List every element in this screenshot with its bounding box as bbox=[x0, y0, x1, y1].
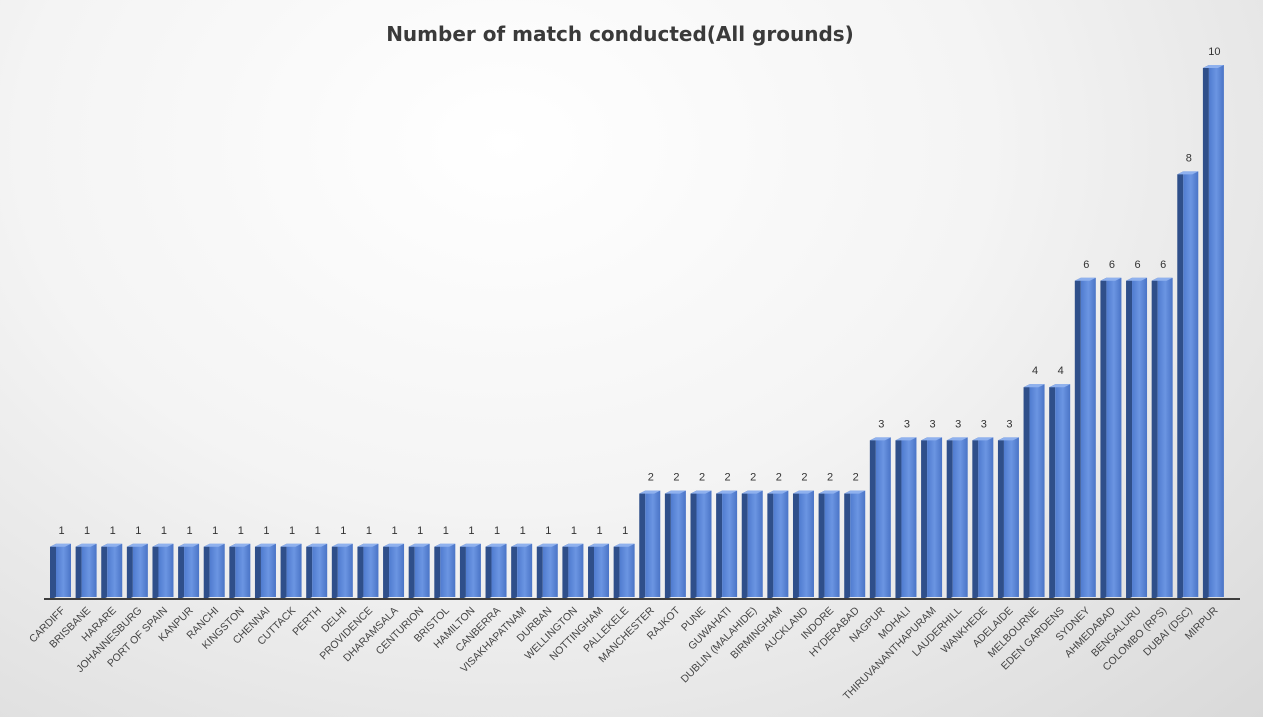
bar-eden-gardens bbox=[1049, 384, 1071, 600]
data-label: 2 bbox=[801, 472, 807, 484]
data-label: 1 bbox=[468, 525, 474, 537]
data-label: 4 bbox=[1032, 365, 1038, 377]
bar-ahmedabad bbox=[1100, 277, 1122, 600]
data-label: 1 bbox=[622, 525, 628, 537]
bar-kanpur bbox=[178, 543, 200, 600]
bar-hyderabad bbox=[844, 490, 866, 600]
data-label: 3 bbox=[981, 418, 987, 430]
data-label: 3 bbox=[1006, 418, 1012, 430]
bar-port-of-spain bbox=[152, 543, 174, 600]
bar-mohali bbox=[895, 437, 917, 600]
data-label: 2 bbox=[853, 472, 859, 484]
chart-title: Number of match conducted(All grounds) bbox=[386, 22, 854, 46]
data-label: 1 bbox=[366, 525, 372, 537]
bar-melbourne bbox=[1023, 384, 1045, 600]
data-label: 6 bbox=[1083, 259, 1089, 271]
data-label: 1 bbox=[263, 525, 269, 537]
data-label: 2 bbox=[673, 472, 679, 484]
data-label: 1 bbox=[417, 525, 423, 537]
bar-johannesburg bbox=[126, 543, 148, 600]
data-label: 6 bbox=[1160, 259, 1166, 271]
bar-colombo-rps bbox=[1151, 277, 1173, 600]
bar-thiruvananthapuram bbox=[921, 437, 943, 600]
data-label: 1 bbox=[443, 525, 449, 537]
data-label: 3 bbox=[930, 418, 936, 430]
data-label: 1 bbox=[391, 525, 397, 537]
data-label: 1 bbox=[315, 525, 321, 537]
data-label: 1 bbox=[494, 525, 500, 537]
data-label: 6 bbox=[1134, 259, 1140, 271]
bar-manchester bbox=[639, 490, 661, 600]
data-label: 1 bbox=[340, 525, 346, 537]
x-tick-label: PERTH bbox=[290, 605, 324, 639]
bar-bristol bbox=[434, 543, 456, 600]
data-label: 3 bbox=[955, 418, 961, 430]
bar-pallekele bbox=[613, 543, 635, 600]
data-label: 3 bbox=[904, 418, 910, 430]
data-label: 4 bbox=[1058, 365, 1064, 377]
data-label: 2 bbox=[725, 472, 731, 484]
bar-dharamsala bbox=[383, 543, 405, 600]
bar-adelaide bbox=[997, 437, 1019, 600]
bar-bengaluru bbox=[1126, 277, 1148, 600]
data-label: 1 bbox=[571, 525, 577, 537]
data-label: 1 bbox=[84, 525, 90, 537]
bar-auckland bbox=[792, 490, 814, 600]
data-label: 1 bbox=[596, 525, 602, 537]
bar-nagpur bbox=[869, 437, 891, 600]
data-label: 8 bbox=[1186, 152, 1192, 164]
data-label: 2 bbox=[648, 472, 654, 484]
bar-birmingham bbox=[767, 490, 789, 600]
bar-hamilton bbox=[459, 543, 481, 600]
data-label: 1 bbox=[58, 525, 64, 537]
bar-brisbane bbox=[75, 543, 97, 600]
bar-nottingham bbox=[588, 543, 610, 600]
bar-lauderhill bbox=[946, 437, 968, 600]
bar-delhi bbox=[331, 543, 353, 600]
bar-indore bbox=[818, 490, 840, 600]
data-label: 10 bbox=[1208, 46, 1220, 58]
data-label: 3 bbox=[878, 418, 884, 430]
data-label: 1 bbox=[135, 525, 141, 537]
bar-cardiff bbox=[50, 543, 71, 600]
bar-pune bbox=[690, 490, 712, 600]
data-label: 1 bbox=[212, 525, 218, 537]
data-label: 1 bbox=[161, 525, 167, 537]
data-label: 2 bbox=[750, 472, 756, 484]
bar-sydney bbox=[1074, 277, 1096, 600]
bar-mirpur bbox=[1202, 65, 1224, 600]
bar-ranchi bbox=[203, 543, 225, 600]
bar-wellington bbox=[562, 543, 584, 600]
bar-dubai-dsc bbox=[1177, 171, 1199, 600]
bar-perth bbox=[306, 543, 328, 600]
bar-canberra bbox=[485, 543, 507, 600]
bar-wankhede bbox=[972, 437, 994, 600]
bar-kingston bbox=[229, 543, 251, 600]
bar-rajkot bbox=[664, 490, 686, 600]
bar-centurion bbox=[408, 543, 430, 600]
data-label: 1 bbox=[110, 525, 116, 537]
data-label: 2 bbox=[776, 472, 782, 484]
data-label: 2 bbox=[699, 472, 705, 484]
bar-dublin-malahide bbox=[741, 490, 763, 600]
bar-visakhapatnam bbox=[511, 543, 533, 600]
bar-providence bbox=[357, 543, 379, 600]
bar-cuttack bbox=[280, 543, 302, 600]
bar-chennai bbox=[254, 543, 276, 600]
data-label: 2 bbox=[827, 472, 833, 484]
data-label: 1 bbox=[289, 525, 295, 537]
data-label: 1 bbox=[545, 525, 551, 537]
data-label: 1 bbox=[238, 525, 244, 537]
data-label: 1 bbox=[187, 525, 193, 537]
bar-guwahati bbox=[716, 490, 738, 600]
data-label: 6 bbox=[1109, 259, 1115, 271]
bar-durban bbox=[536, 543, 558, 600]
bar-harare bbox=[101, 543, 123, 600]
data-label: 1 bbox=[520, 525, 526, 537]
